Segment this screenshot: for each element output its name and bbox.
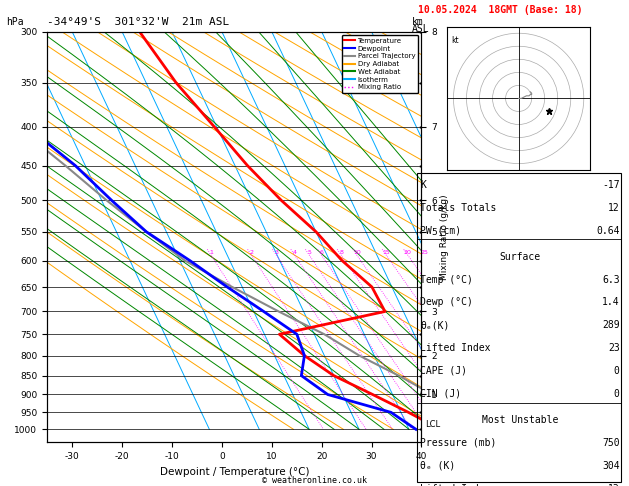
Text: Totals Totals: Totals Totals: [420, 203, 496, 213]
Text: 12: 12: [608, 203, 620, 213]
Text: 5: 5: [308, 250, 311, 255]
Text: Pressure (mb): Pressure (mb): [420, 438, 496, 448]
Text: hPa: hPa: [6, 17, 24, 27]
Text: kt: kt: [451, 36, 459, 45]
Text: LCL: LCL: [425, 420, 440, 429]
Text: 0: 0: [614, 366, 620, 376]
Text: 6: 6: [320, 250, 323, 255]
Text: 750: 750: [602, 438, 620, 448]
Text: Lifted Index: Lifted Index: [420, 343, 491, 353]
Text: 13: 13: [608, 484, 620, 486]
Text: 8: 8: [339, 250, 343, 255]
Text: 15: 15: [382, 250, 390, 255]
Text: K: K: [420, 180, 426, 190]
Text: 2: 2: [249, 250, 253, 255]
Text: Lifted Index: Lifted Index: [420, 484, 491, 486]
Text: km: km: [412, 17, 424, 27]
Text: -17: -17: [602, 180, 620, 190]
Text: θₑ (K): θₑ (K): [420, 461, 455, 471]
Text: 289: 289: [602, 320, 620, 330]
Text: 1: 1: [209, 250, 213, 255]
Text: Temp (°C): Temp (°C): [420, 275, 473, 285]
Text: 0: 0: [614, 389, 620, 399]
Text: 10: 10: [353, 250, 360, 255]
Text: 25: 25: [421, 250, 429, 255]
Text: 4: 4: [292, 250, 297, 255]
Text: CIN (J): CIN (J): [420, 389, 461, 399]
Text: Surface: Surface: [499, 252, 540, 262]
Text: 304: 304: [602, 461, 620, 471]
Legend: Temperature, Dewpoint, Parcel Trajectory, Dry Adiabat, Wet Adiabat, Isotherm, Mi: Temperature, Dewpoint, Parcel Trajectory…: [342, 35, 418, 93]
Text: ASL: ASL: [412, 24, 430, 35]
Text: © weatheronline.co.uk: © weatheronline.co.uk: [262, 476, 367, 485]
Text: -34°49'S  301°32'W  21m ASL: -34°49'S 301°32'W 21m ASL: [47, 17, 230, 27]
Text: 6.3: 6.3: [602, 275, 620, 285]
Text: 10.05.2024  18GMT (Base: 18): 10.05.2024 18GMT (Base: 18): [418, 5, 583, 15]
Text: 23: 23: [608, 343, 620, 353]
Text: 0.64: 0.64: [596, 226, 620, 236]
Y-axis label: Mixing Ratio (g/kg): Mixing Ratio (g/kg): [440, 194, 448, 280]
Text: 3: 3: [274, 250, 278, 255]
Text: 20: 20: [404, 250, 411, 255]
Text: PW (cm): PW (cm): [420, 226, 461, 236]
Text: Most Unstable: Most Unstable: [482, 415, 558, 425]
X-axis label: Dewpoint / Temperature (°C): Dewpoint / Temperature (°C): [160, 467, 309, 477]
Text: CAPE (J): CAPE (J): [420, 366, 467, 376]
Text: Dewp (°C): Dewp (°C): [420, 297, 473, 308]
Text: θₑ(K): θₑ(K): [420, 320, 450, 330]
Text: 1.4: 1.4: [602, 297, 620, 308]
